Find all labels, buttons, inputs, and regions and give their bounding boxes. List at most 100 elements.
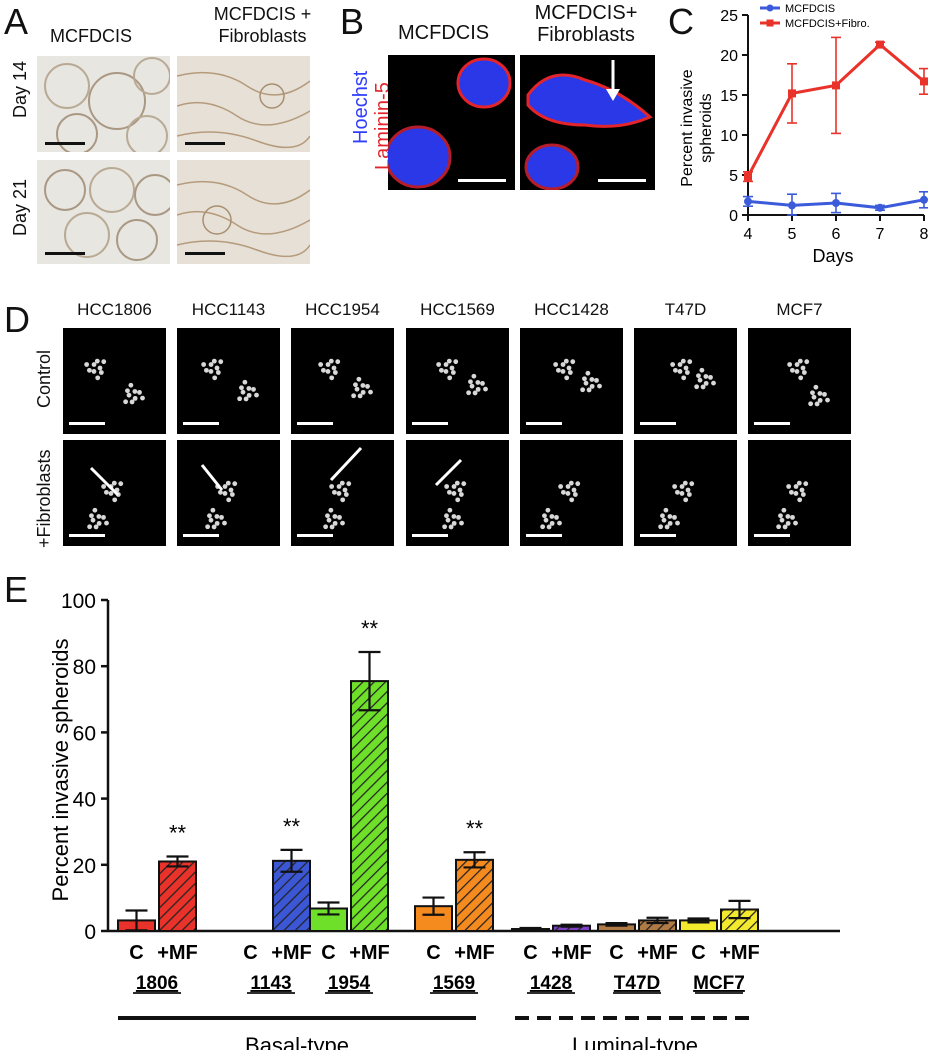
- panel-a-col-label-2b: Fibroblasts: [218, 26, 307, 46]
- nucleus: [679, 484, 685, 489]
- bar-label-mf: +MF: [271, 942, 312, 964]
- nucleus: [446, 358, 452, 364]
- nucleus: [96, 520, 102, 526]
- nucleus: [108, 491, 114, 496]
- nucleus: [335, 359, 341, 365]
- scale-bar: [598, 179, 646, 182]
- nucleus: [667, 514, 673, 519]
- nucleus: [351, 393, 357, 399]
- data-point: [788, 201, 796, 210]
- nuclei-spheroids: [200, 464, 238, 530]
- nucleus: [342, 487, 348, 493]
- micrograph-fibroblasts: [520, 440, 623, 546]
- nucleus: [703, 374, 709, 379]
- nucleus: [580, 387, 586, 393]
- nucleus: [436, 362, 442, 367]
- y-tick-label: 80: [73, 656, 96, 679]
- nucleus: [793, 484, 799, 489]
- nucleus: [457, 487, 463, 493]
- nucleus: [87, 367, 92, 373]
- nucleus: [254, 392, 259, 398]
- nucleus: [776, 524, 782, 530]
- nucleus: [101, 484, 107, 489]
- nucleus: [450, 370, 456, 375]
- nucleus: [459, 520, 464, 526]
- nucleus: [597, 383, 602, 389]
- nucleus: [540, 524, 546, 530]
- arrow-icon: [329, 446, 363, 482]
- nucleus: [564, 375, 570, 381]
- nucleus: [461, 481, 467, 487]
- nucleus: [781, 507, 787, 513]
- nucleus: [323, 524, 329, 530]
- significance-label: **: [283, 814, 301, 839]
- nucleus: [321, 367, 326, 373]
- nucleus: [683, 497, 689, 503]
- nucleus: [332, 514, 338, 519]
- scale-bar: [754, 422, 790, 425]
- x-tick-label: 7: [876, 226, 885, 243]
- nucleus: [451, 491, 457, 496]
- nucleus: [561, 489, 566, 495]
- nucleus: [204, 367, 209, 373]
- nucleus: [360, 389, 366, 395]
- nucleus: [782, 524, 788, 530]
- category-label-basal: Basal-type: [245, 1033, 349, 1050]
- nucleus: [329, 484, 335, 489]
- bar-label-control: C: [129, 942, 143, 964]
- group-label: 1428: [530, 973, 572, 994]
- nucleus: [96, 514, 102, 519]
- micrograph-control: [291, 328, 394, 434]
- mf-bar: [158, 860, 197, 932]
- nucleus: [569, 497, 575, 503]
- nucleus: [469, 383, 475, 389]
- mf-bar: [455, 858, 494, 932]
- nucleus: [801, 370, 807, 375]
- nucleus: [810, 390, 815, 396]
- nucleus: [455, 497, 461, 503]
- nucleus: [90, 517, 96, 523]
- cell-line-label: HCC1428: [534, 300, 609, 319]
- nucleus: [240, 389, 246, 395]
- nucleus: [208, 362, 214, 367]
- nucleus: [331, 365, 337, 371]
- micrograph-control: [63, 328, 166, 434]
- nucleus: [549, 520, 555, 526]
- scale-bar: [640, 534, 676, 537]
- panel-b-col-label-2b: Fibroblasts: [537, 24, 635, 46]
- micrograph-control: [177, 328, 280, 434]
- nucleus: [790, 514, 795, 520]
- fluorescence-spheroids: [524, 60, 653, 190]
- panel-d-row-label-fibroblasts: +Fibroblasts: [34, 449, 54, 548]
- nucleus: [453, 359, 459, 365]
- nucleus: [558, 484, 564, 489]
- nucleus: [471, 373, 477, 379]
- data-point: [876, 203, 884, 212]
- nucleus: [237, 396, 243, 402]
- scale-bar: [412, 422, 448, 425]
- panel-d-row-label-control: Control: [34, 349, 54, 408]
- fluorescence-image-fibro: [520, 55, 655, 190]
- nucleus: [211, 524, 217, 530]
- nucleus: [92, 507, 98, 513]
- y-axis-label: Percent invasive spheroids: [48, 639, 73, 902]
- nucleus: [222, 484, 228, 489]
- micrograph-fibroblasts: [63, 440, 166, 546]
- nucleus: [205, 524, 211, 530]
- nucleus: [208, 369, 214, 374]
- nucleus: [445, 517, 451, 523]
- nucleus: [368, 389, 373, 395]
- nucleus: [329, 375, 335, 381]
- scale-bar: [412, 534, 448, 537]
- category-label-luminal: Luminal-type: [572, 1033, 698, 1050]
- nucleus: [353, 382, 358, 388]
- y-axis-label: Percent invasive: [679, 69, 696, 186]
- nucleus: [794, 369, 800, 374]
- scale-bar: [185, 142, 225, 145]
- panel-c-letter: C: [668, 1, 694, 42]
- nucleus: [697, 377, 703, 383]
- arrow-icon: [200, 464, 224, 491]
- nucleus: [129, 399, 135, 405]
- nucleus: [246, 392, 252, 398]
- micrograph-fibroblasts: [748, 440, 851, 546]
